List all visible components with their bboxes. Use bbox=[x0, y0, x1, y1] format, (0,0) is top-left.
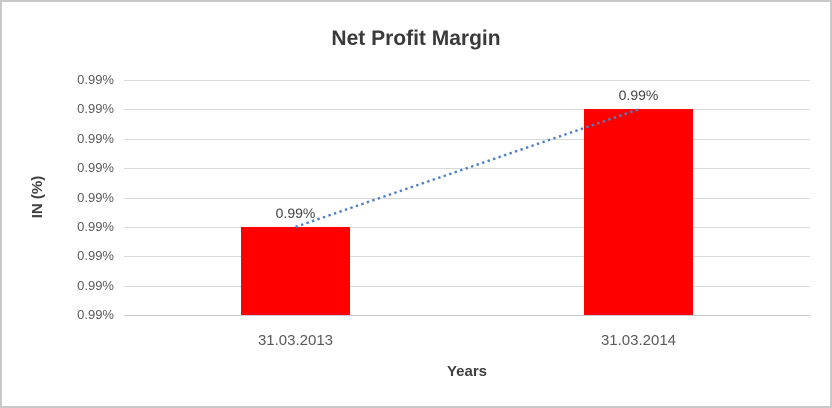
y-axis-tick-label: 0.99% bbox=[77, 307, 114, 322]
y-axis-tick-label: 0.99% bbox=[77, 160, 114, 176]
x-category-label: 31.03.2013 bbox=[257, 332, 334, 349]
trendline[interactable] bbox=[295, 108, 639, 229]
y-axis-tick-label: 0.99% bbox=[77, 277, 114, 293]
y-axis-tick-label: 0.99% bbox=[77, 189, 114, 205]
x-axis-line bbox=[124, 315, 810, 316]
gridline bbox=[124, 138, 810, 140]
gridline bbox=[124, 80, 810, 81]
trendline-svg bbox=[295, 108, 639, 229]
gridline bbox=[124, 285, 810, 287]
gridline bbox=[124, 226, 810, 228]
y-axis-tick-label: 0.99% bbox=[77, 101, 114, 117]
data-label: 0.99% bbox=[275, 204, 316, 221]
bar-31.03.2013[interactable] bbox=[241, 226, 350, 315]
gridline bbox=[124, 256, 810, 258]
bar-31.03.2014[interactable] bbox=[584, 109, 693, 315]
plot-area: 0.99% 0.99% bbox=[124, 80, 810, 316]
y-axis-tick-label: 0.99% bbox=[77, 218, 114, 234]
y-axis-tick-label: 0.99% bbox=[77, 72, 114, 87]
x-category-label: 31.03.2014 bbox=[600, 332, 677, 349]
gridline bbox=[124, 197, 810, 199]
y-axis-tick-label: 0.99% bbox=[77, 130, 114, 146]
chart-title: Net Profit Margin bbox=[331, 27, 501, 50]
y-axis-tick-label: 0.99% bbox=[77, 248, 114, 264]
x-axis-title: Years bbox=[446, 363, 488, 380]
data-label: 0.99% bbox=[618, 87, 659, 104]
gridline bbox=[124, 109, 810, 111]
